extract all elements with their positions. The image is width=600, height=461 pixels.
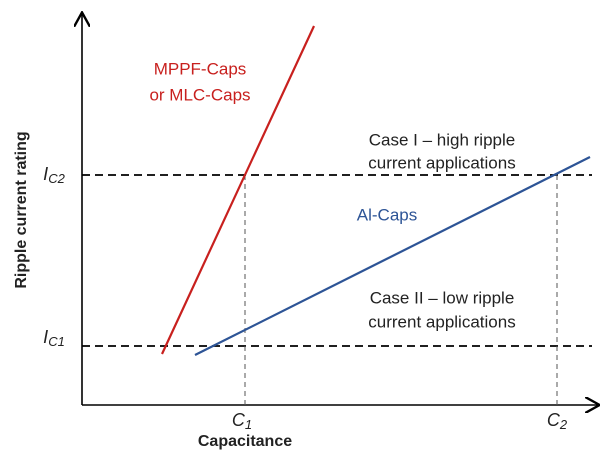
y-tick: IC2 xyxy=(43,164,65,187)
x-tick: C2 xyxy=(547,410,568,433)
annotation: current applications xyxy=(368,312,515,331)
al-line xyxy=(194,156,591,356)
annotation: current applications xyxy=(368,153,515,172)
line-label: Al-Caps xyxy=(357,205,417,224)
mppf-line xyxy=(161,25,315,355)
x-label: Capacitance xyxy=(198,433,292,450)
y-tick: IC1 xyxy=(43,327,65,350)
annotation: Case I – high ripple xyxy=(369,130,515,149)
y-label: Ripple current rating xyxy=(13,131,30,288)
line-label: MPPF-Caps xyxy=(154,59,247,78)
x-tick: C1 xyxy=(232,410,252,433)
annotation: Case II – low ripple xyxy=(370,288,515,307)
line-label: or MLC-Caps xyxy=(149,85,250,104)
